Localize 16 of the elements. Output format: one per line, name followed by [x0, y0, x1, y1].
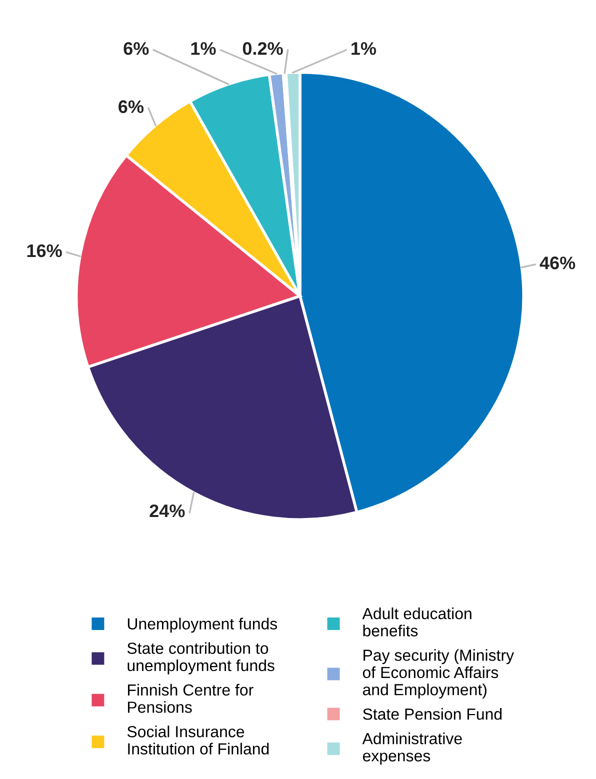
data-label: 1% [191, 42, 216, 55]
data-label: 6% [124, 42, 149, 55]
data-label: 16% [27, 244, 62, 258]
data-label: 1% [352, 42, 376, 55]
legend-label: Social Insurance Institution of Finland [127, 726, 269, 755]
data-label: 46% [540, 256, 576, 270]
legend-label: Finnish Centre for Pensions [128, 684, 254, 713]
data-label: 24% [150, 504, 185, 518]
legend-label: Pay security (Ministry of Economic Affairs and Employment) [362, 649, 514, 698]
legend-label: State contribution to unemployment funds [127, 642, 274, 674]
legend-label: Adult education benefits [362, 608, 472, 636]
legend-label: Administrative expenses [362, 732, 462, 765]
data-label: 0.2% [242, 42, 283, 55]
legend-label: Unemployment funds [128, 618, 278, 633]
legend-label: State Pension Fund [362, 708, 502, 720]
data-label: 6% [118, 100, 144, 114]
